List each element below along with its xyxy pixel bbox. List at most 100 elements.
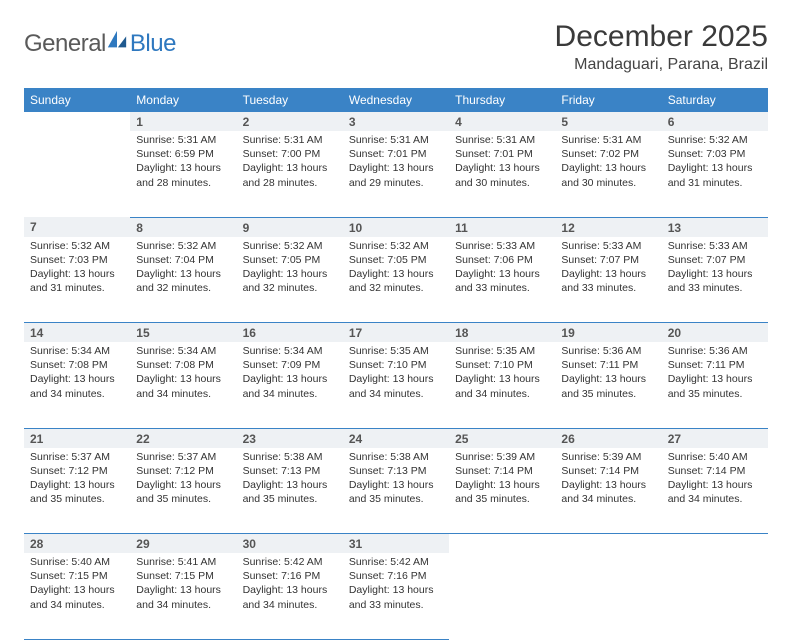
sunrise-line: Sunrise: 5:34 AM: [243, 344, 337, 358]
daylight-line: Daylight: 13 hours and 34 minutes.: [30, 583, 124, 611]
daylight-line: Daylight: 13 hours and 32 minutes.: [243, 267, 337, 295]
daylight-line: Daylight: 13 hours and 32 minutes.: [136, 267, 230, 295]
logo-text-blue: Blue: [130, 30, 176, 58]
daylight-line: Daylight: 13 hours and 31 minutes.: [30, 267, 124, 295]
title-block: December 2025 Mandaguari, Parana, Brazil: [555, 20, 768, 74]
day-number: 15: [130, 323, 236, 343]
sunrise-line: Sunrise: 5:42 AM: [243, 555, 337, 569]
daylight-line: Daylight: 13 hours and 34 minutes.: [243, 372, 337, 400]
sunset-line: Sunset: 7:00 PM: [243, 147, 337, 161]
daylight-line: Daylight: 13 hours and 35 minutes.: [668, 372, 762, 400]
day-number: 31: [343, 534, 449, 554]
sunset-line: Sunset: 7:14 PM: [668, 464, 762, 478]
daylight-line: Daylight: 13 hours and 34 minutes.: [455, 372, 549, 400]
sunrise-line: Sunrise: 5:40 AM: [30, 555, 124, 569]
day-number: 27: [662, 428, 768, 448]
daylight-line: Daylight: 13 hours and 33 minutes.: [561, 267, 655, 295]
day-number-row: 14151617181920: [24, 323, 768, 343]
sunrise-line: Sunrise: 5:37 AM: [30, 450, 124, 464]
day-number-row: 28293031: [24, 534, 768, 554]
day-details: Sunrise: 5:39 AMSunset: 7:14 PMDaylight:…: [555, 448, 661, 513]
week-row: Sunrise: 5:34 AMSunset: 7:08 PMDaylight:…: [24, 342, 768, 428]
day-details: Sunrise: 5:38 AMSunset: 7:13 PMDaylight:…: [237, 448, 343, 513]
day-number: 6: [662, 112, 768, 131]
day-details: Sunrise: 5:42 AMSunset: 7:16 PMDaylight:…: [237, 553, 343, 618]
calendar-table: Sunday Monday Tuesday Wednesday Thursday…: [24, 88, 768, 640]
daylight-line: Daylight: 13 hours and 29 minutes.: [349, 161, 443, 189]
day-cell: Sunrise: 5:34 AMSunset: 7:08 PMDaylight:…: [130, 342, 236, 428]
day-number: 26: [555, 428, 661, 448]
day-details: Sunrise: 5:34 AMSunset: 7:08 PMDaylight:…: [24, 342, 130, 407]
sunrise-line: Sunrise: 5:34 AM: [136, 344, 230, 358]
day-cell: Sunrise: 5:38 AMSunset: 7:13 PMDaylight:…: [237, 448, 343, 534]
sunset-line: Sunset: 7:05 PM: [349, 253, 443, 267]
day-number: 20: [662, 323, 768, 343]
sunset-line: Sunset: 7:07 PM: [668, 253, 762, 267]
daylight-line: Daylight: 13 hours and 33 minutes.: [668, 267, 762, 295]
day-cell: Sunrise: 5:31 AMSunset: 7:00 PMDaylight:…: [237, 131, 343, 217]
day-details: Sunrise: 5:32 AMSunset: 7:04 PMDaylight:…: [130, 237, 236, 302]
day-cell: Sunrise: 5:38 AMSunset: 7:13 PMDaylight:…: [343, 448, 449, 534]
day-number-row: 123456: [24, 112, 768, 131]
day-cell: Sunrise: 5:36 AMSunset: 7:11 PMDaylight:…: [555, 342, 661, 428]
daylight-line: Daylight: 13 hours and 35 minutes.: [561, 372, 655, 400]
day-cell: Sunrise: 5:32 AMSunset: 7:04 PMDaylight:…: [130, 237, 236, 323]
day-cell: Sunrise: 5:39 AMSunset: 7:14 PMDaylight:…: [555, 448, 661, 534]
day-details: Sunrise: 5:31 AMSunset: 7:01 PMDaylight:…: [343, 131, 449, 196]
sunrise-line: Sunrise: 5:36 AM: [668, 344, 762, 358]
daylight-line: Daylight: 13 hours and 34 minutes.: [668, 478, 762, 506]
sunrise-line: Sunrise: 5:32 AM: [349, 239, 443, 253]
daylight-line: Daylight: 13 hours and 35 minutes.: [30, 478, 124, 506]
daylight-line: Daylight: 13 hours and 35 minutes.: [136, 478, 230, 506]
day-number-row: 78910111213: [24, 217, 768, 237]
day-cell: Sunrise: 5:40 AMSunset: 7:15 PMDaylight:…: [24, 553, 130, 639]
day-cell: Sunrise: 5:33 AMSunset: 7:06 PMDaylight:…: [449, 237, 555, 323]
day-number: 16: [237, 323, 343, 343]
daylight-line: Daylight: 13 hours and 35 minutes.: [455, 478, 549, 506]
sunrise-line: Sunrise: 5:31 AM: [243, 133, 337, 147]
sunset-line: Sunset: 7:11 PM: [668, 358, 762, 372]
daylight-line: Daylight: 13 hours and 28 minutes.: [136, 161, 230, 189]
sunset-line: Sunset: 7:02 PM: [561, 147, 655, 161]
daylight-line: Daylight: 13 hours and 35 minutes.: [243, 478, 337, 506]
sunset-line: Sunset: 7:04 PM: [136, 253, 230, 267]
week-row: Sunrise: 5:37 AMSunset: 7:12 PMDaylight:…: [24, 448, 768, 534]
day-number: 14: [24, 323, 130, 343]
day-cell: Sunrise: 5:31 AMSunset: 7:01 PMDaylight:…: [343, 131, 449, 217]
sunrise-line: Sunrise: 5:37 AM: [136, 450, 230, 464]
sunset-line: Sunset: 7:01 PM: [455, 147, 549, 161]
day-details: Sunrise: 5:35 AMSunset: 7:10 PMDaylight:…: [449, 342, 555, 407]
day-details: Sunrise: 5:35 AMSunset: 7:10 PMDaylight:…: [343, 342, 449, 407]
sunset-line: Sunset: 7:06 PM: [455, 253, 549, 267]
day-details: Sunrise: 5:40 AMSunset: 7:15 PMDaylight:…: [24, 553, 130, 618]
sunset-line: Sunset: 7:12 PM: [30, 464, 124, 478]
location: Mandaguari, Parana, Brazil: [555, 56, 768, 74]
daylight-line: Daylight: 13 hours and 35 minutes.: [349, 478, 443, 506]
day-number: 11: [449, 217, 555, 237]
day-cell: Sunrise: 5:35 AMSunset: 7:10 PMDaylight:…: [449, 342, 555, 428]
day-cell: Sunrise: 5:31 AMSunset: 6:59 PMDaylight:…: [130, 131, 236, 217]
day-number: 19: [555, 323, 661, 343]
day-number: 29: [130, 534, 236, 554]
weekday-header: Monday: [130, 88, 236, 112]
day-number-row: 21222324252627: [24, 428, 768, 448]
sunrise-line: Sunrise: 5:42 AM: [349, 555, 443, 569]
day-cell: [555, 553, 661, 639]
day-details: Sunrise: 5:36 AMSunset: 7:11 PMDaylight:…: [662, 342, 768, 407]
day-cell: Sunrise: 5:42 AMSunset: 7:16 PMDaylight:…: [343, 553, 449, 639]
day-cell: Sunrise: 5:34 AMSunset: 7:08 PMDaylight:…: [24, 342, 130, 428]
sunrise-line: Sunrise: 5:36 AM: [561, 344, 655, 358]
sunset-line: Sunset: 7:05 PM: [243, 253, 337, 267]
day-cell: Sunrise: 5:32 AMSunset: 7:05 PMDaylight:…: [237, 237, 343, 323]
day-cell: Sunrise: 5:37 AMSunset: 7:12 PMDaylight:…: [130, 448, 236, 534]
day-number: 3: [343, 112, 449, 131]
sunrise-line: Sunrise: 5:38 AM: [349, 450, 443, 464]
day-number: 22: [130, 428, 236, 448]
day-number: 13: [662, 217, 768, 237]
daylight-line: Daylight: 13 hours and 33 minutes.: [455, 267, 549, 295]
daylight-line: Daylight: 13 hours and 28 minutes.: [243, 161, 337, 189]
day-cell: Sunrise: 5:32 AMSunset: 7:03 PMDaylight:…: [24, 237, 130, 323]
day-details: Sunrise: 5:31 AMSunset: 6:59 PMDaylight:…: [130, 131, 236, 196]
day-number: 25: [449, 428, 555, 448]
sunset-line: Sunset: 7:07 PM: [561, 253, 655, 267]
